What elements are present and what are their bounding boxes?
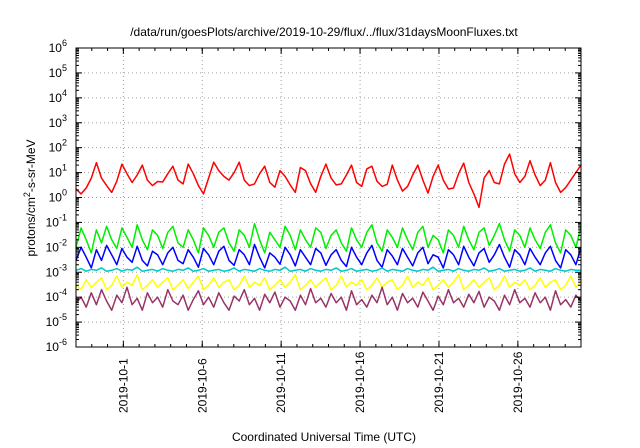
y-tick-label: 103 xyxy=(49,113,67,130)
y-tick-label: 104 xyxy=(49,88,67,105)
y-tick-label: 10-3 xyxy=(46,262,67,279)
grid xyxy=(76,48,581,347)
y-tick-label: 102 xyxy=(49,138,67,155)
series-line-2 xyxy=(75,243,582,269)
x-tick-label: 2019-10-11 xyxy=(274,352,288,413)
y-tick-label: 100 xyxy=(49,188,67,205)
series-line-5 xyxy=(75,286,582,311)
series-line-0 xyxy=(75,153,582,209)
x-axis-label: Coordinated Universal Time (UTC) xyxy=(232,430,416,444)
x-tick-label: 2019-10-1 xyxy=(116,358,130,413)
y-tick-label: 10-4 xyxy=(46,287,67,304)
y-tick-label: 10-6 xyxy=(46,337,67,354)
y-tick-label: 105 xyxy=(49,63,67,80)
series-line-4 xyxy=(75,273,582,291)
y-tick-label: 10-1 xyxy=(46,212,67,229)
x-tick-label: 2019-10-21 xyxy=(432,351,446,413)
x-tick-label: 2019-10-26 xyxy=(511,351,525,413)
series-line-1 xyxy=(75,222,582,254)
x-axis-ticks: 2019-10-1 2019-10-6 2019-10-11 2019-10-16 20… xyxy=(91,48,566,413)
x-tick-label: 2019-10-16 xyxy=(353,351,367,413)
y-tick-label: 10-5 xyxy=(46,312,67,329)
y-axis-ticks: 10-6 10-5 10-4 10-3 10-2 10-1 100 101 102 103 104 1… xyxy=(46,38,581,354)
y-tick-label: 101 xyxy=(49,163,67,180)
y-axis-label: protons/cm2-s-sr-MeV xyxy=(22,139,38,256)
y-tick-label: 106 xyxy=(49,38,67,55)
chart-title: /data/run/goesPlots/archive/2019-10-29/f… xyxy=(130,25,518,39)
x-tick-label: 2019-10-6 xyxy=(195,358,209,413)
series-line-3 xyxy=(75,266,581,272)
series-lines xyxy=(75,153,582,311)
y-tick-label: 10-2 xyxy=(46,237,67,254)
